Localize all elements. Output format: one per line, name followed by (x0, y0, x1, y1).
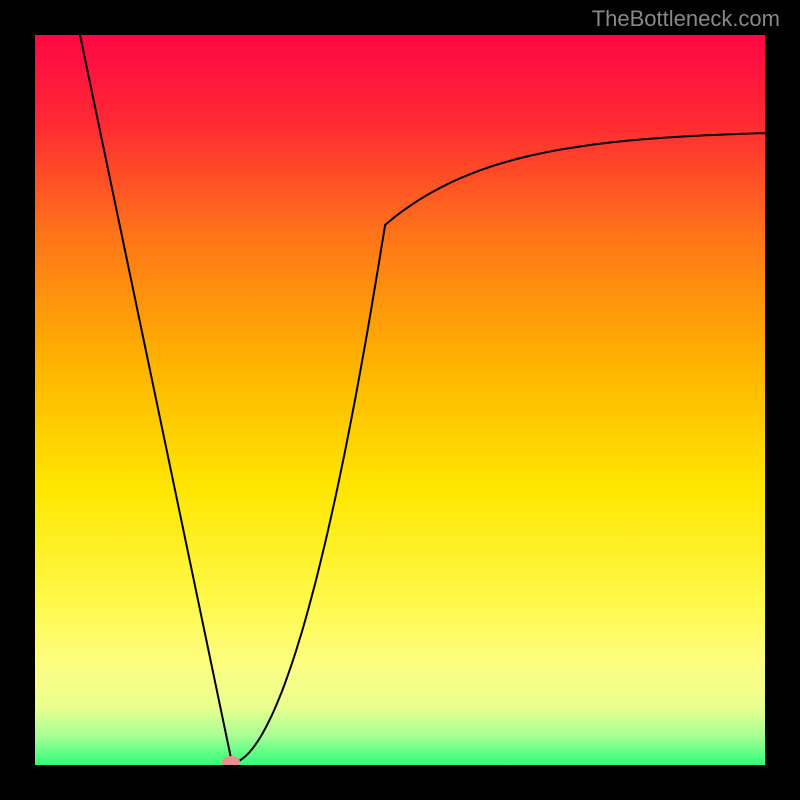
trough-marker (222, 756, 240, 765)
curve-svg (35, 35, 765, 765)
watermark-text: TheBottleneck.com (592, 6, 780, 32)
curve-path (80, 35, 765, 763)
plot-area (35, 35, 765, 765)
